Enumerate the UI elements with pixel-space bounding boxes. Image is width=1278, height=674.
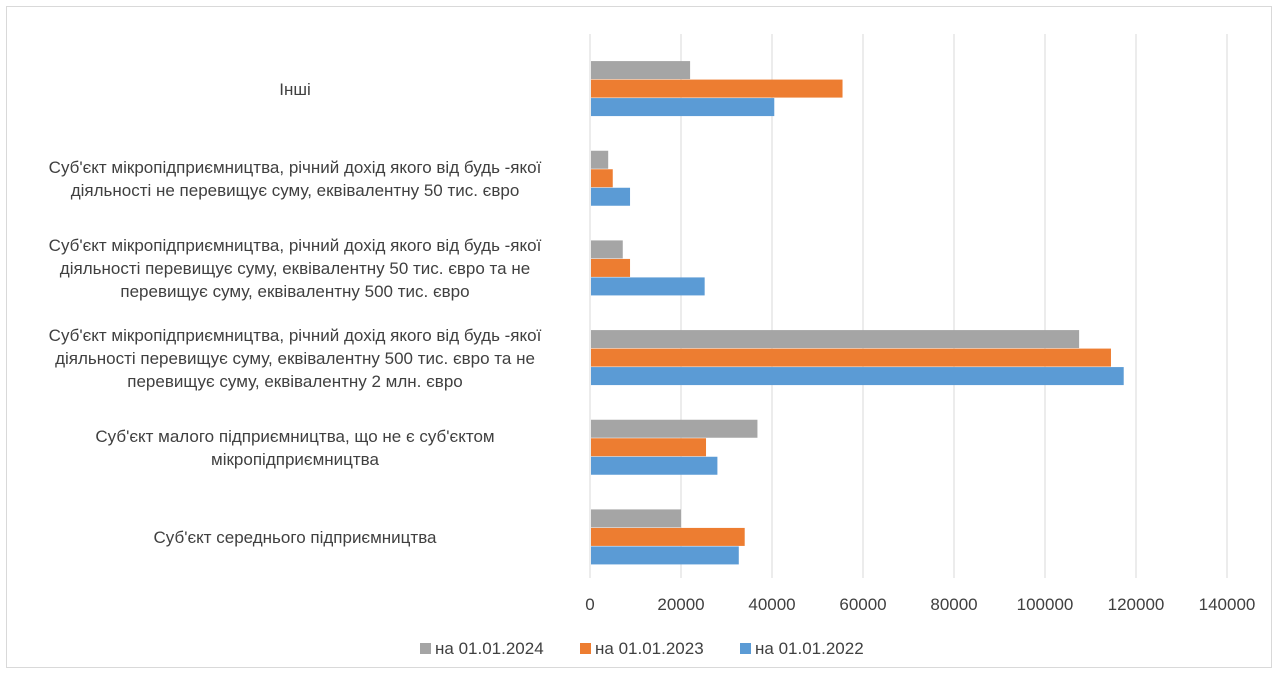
bar (591, 348, 1111, 367)
bar (591, 527, 745, 546)
x-tick-label: 40000 (748, 595, 795, 614)
category-label-line: мікропідприємництва (211, 450, 379, 469)
category-label-line: Суб'єкт малого підприємництва, що не є с… (95, 427, 494, 446)
bar (591, 456, 718, 475)
bar (591, 277, 705, 296)
bar (591, 438, 707, 457)
x-tick-label: 80000 (930, 595, 977, 614)
bar (591, 79, 843, 98)
x-tick-label: 140000 (1199, 595, 1256, 614)
category-label-line: Суб'єкт мікропідприємництва, річний дохі… (49, 158, 542, 177)
category-label: Суб'єкт малого підприємництва, що не є с… (95, 427, 494, 469)
category-label: Суб'єкт середнього підприємництва (154, 528, 438, 547)
category-label: Суб'єкт мікропідприємництва, річний дохі… (49, 326, 542, 391)
bar (591, 169, 613, 188)
legend-label: на 01.01.2023 (595, 639, 704, 658)
category-label-line: перевищує суму, еквівалентну 500 тис. єв… (120, 282, 469, 301)
legend-label: на 01.01.2022 (755, 639, 864, 658)
category-label: Суб'єкт мікропідприємництва, річний дохі… (49, 236, 542, 301)
bar (591, 367, 1124, 386)
category-label-line: Суб'єкт середнього підприємництва (154, 528, 438, 547)
category-label-line: Суб'єкт мікропідприємництва, річний дохі… (49, 236, 542, 255)
x-tick-label: 0 (585, 595, 594, 614)
bar (591, 240, 623, 259)
legend-swatch (580, 643, 591, 654)
bar (591, 509, 681, 528)
category-label-line: Суб'єкт мікропідприємництва, річний дохі… (49, 326, 542, 345)
bar (591, 61, 691, 80)
bar (591, 98, 775, 117)
category-label-line: діяльності перевищує суму, еквівалентну … (60, 259, 530, 278)
category-label: Суб'єкт мікропідприємництва, річний дохі… (49, 158, 542, 200)
category-label: Інші (279, 80, 311, 99)
legend-swatch (740, 643, 751, 654)
legend-label: на 01.01.2024 (435, 639, 544, 658)
bar (591, 330, 1080, 349)
category-label-line: діяльності не перевищує суму, еквівалент… (71, 181, 520, 200)
x-tick-label: 20000 (657, 595, 704, 614)
bar (591, 258, 631, 277)
x-tick-label: 60000 (839, 595, 886, 614)
bar (591, 187, 631, 206)
category-label-line: діяльності перевищує суму, еквівалентну … (55, 349, 535, 368)
bar (591, 546, 739, 565)
bar (591, 150, 609, 169)
legend-swatch (420, 643, 431, 654)
category-label-line: Інші (279, 80, 311, 99)
bar (591, 419, 758, 438)
x-tick-label: 100000 (1017, 595, 1074, 614)
x-tick-label: 120000 (1108, 595, 1165, 614)
category-label-line: перевищує суму, еквівалентну 2 млн. євро (127, 372, 463, 391)
